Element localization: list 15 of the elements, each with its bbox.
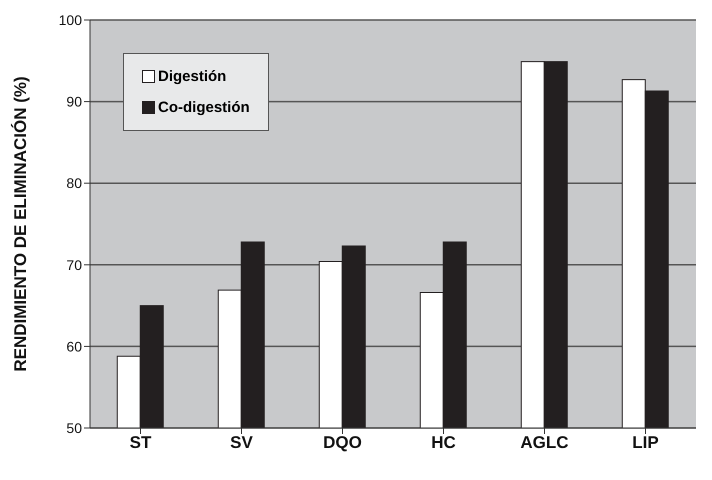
y-tick-label: 80 xyxy=(66,175,82,192)
x-tick-label: SV xyxy=(230,433,254,452)
legend-label: Co-digestión xyxy=(157,99,250,116)
y-tick-label: 50 xyxy=(66,420,82,436)
y-tick-label: 60 xyxy=(66,338,82,354)
x-tick-label: HC xyxy=(431,433,456,452)
y-tick-label: 70 xyxy=(66,256,82,273)
x-tick-label: LIP xyxy=(632,433,659,452)
x-tick-label: ST xyxy=(130,433,152,452)
y-tick-label: 100 xyxy=(58,12,82,28)
x-tick-label: DQO xyxy=(323,433,362,452)
y-axis-title: RENDIMIENTO DE ELIMINACIÓN (%) xyxy=(10,76,30,372)
y-tick-label: 90 xyxy=(66,94,82,110)
legend-label: Digestión xyxy=(157,68,228,85)
x-tick-label: AGLC xyxy=(520,433,569,452)
